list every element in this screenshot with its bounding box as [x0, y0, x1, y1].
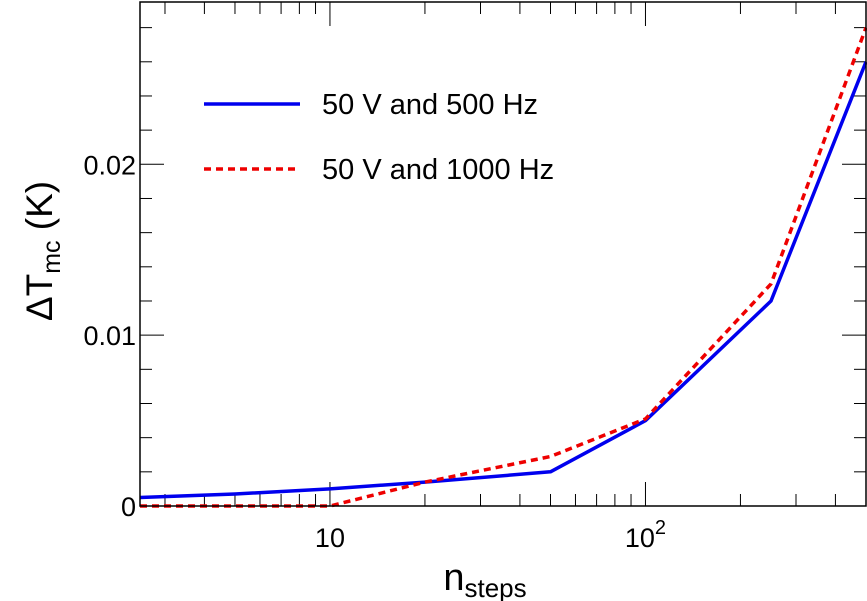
y-axis-title-main: ΔT [19, 274, 60, 321]
tick-labels: 10 102 0 0.01 0.02 [83, 150, 666, 553]
legend: 50 V and 500 Hz 50 V and 1000 Hz [204, 89, 554, 186]
x-tick-label: 102 [625, 517, 666, 553]
x-axis-title-sub: steps [464, 573, 526, 601]
x-tick-label: 10 [315, 523, 345, 553]
plot-frame [139, 1, 867, 507]
y-axis-title-sub: mc [38, 240, 66, 273]
y-tick-label: 0.02 [83, 150, 136, 180]
y-tick-label: 0.01 [83, 321, 136, 351]
y-axis-title: ΔTmc (K) [19, 181, 66, 321]
y-tick-label: 0 [121, 492, 136, 522]
legend-label: 50 V and 500 Hz [322, 89, 538, 121]
x-axis-title-main: n [443, 557, 464, 599]
axes-ticks [140, 2, 867, 507]
legend-label: 50 V and 1000 Hz [322, 154, 554, 186]
y-axis-title-unit: (K) [19, 181, 60, 241]
series-line [139, 61, 867, 500]
x-axis-title: nsteps [443, 557, 526, 601]
